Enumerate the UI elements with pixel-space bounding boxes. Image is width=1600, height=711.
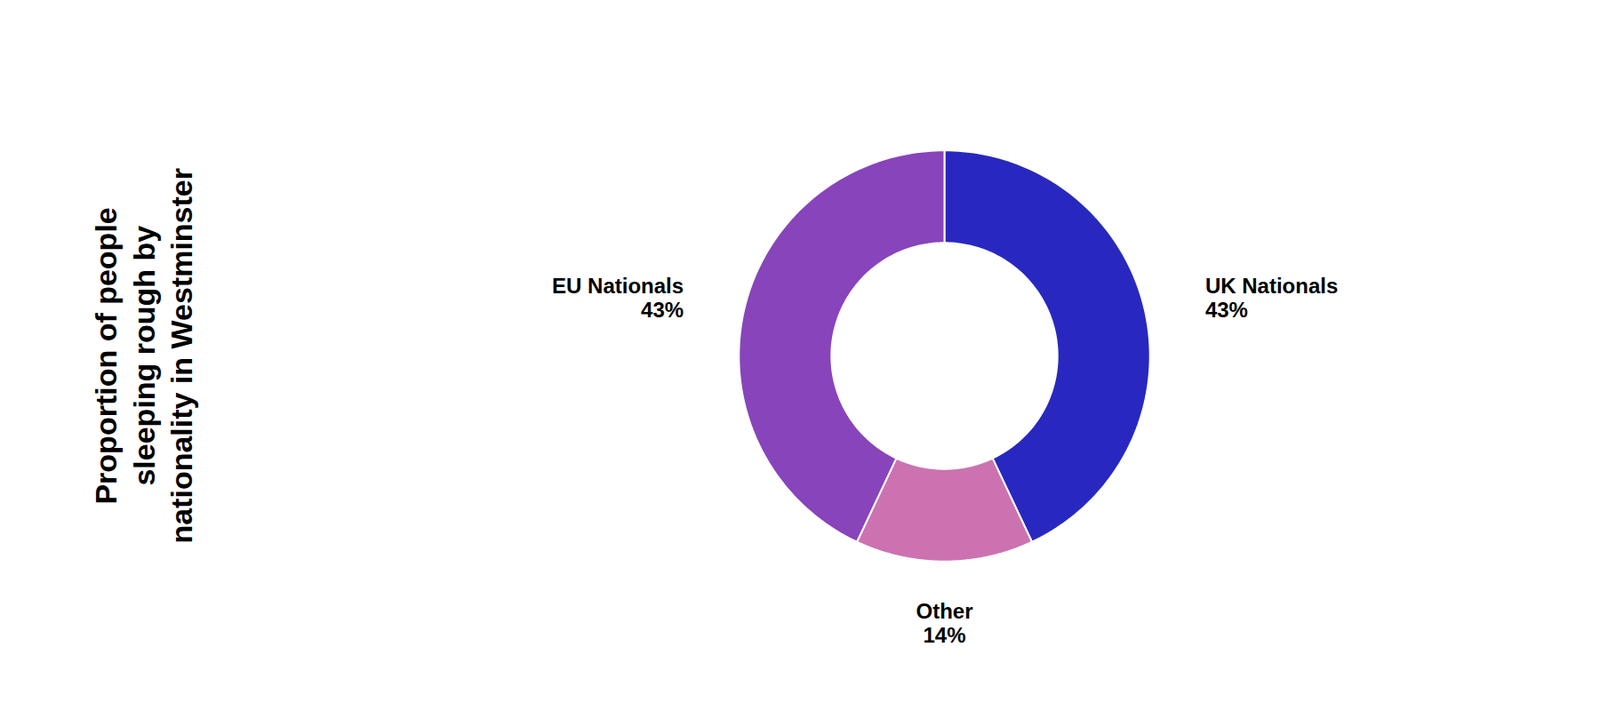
svg-text:Other: Other <box>915 599 973 624</box>
html-text:Proportion of people sleeping: Proportion of people sleeping rough by n… <box>89 167 199 544</box>
svg-text:14%: 14% <box>922 623 966 648</box>
svg-text:43%: 43% <box>1205 297 1248 322</box>
svg-text:43%: 43% <box>640 297 684 322</box>
svg-text:UK Nationals: UK Nationals <box>1205 273 1338 298</box>
svg-text:EU Nationals: EU Nationals <box>552 273 684 298</box>
